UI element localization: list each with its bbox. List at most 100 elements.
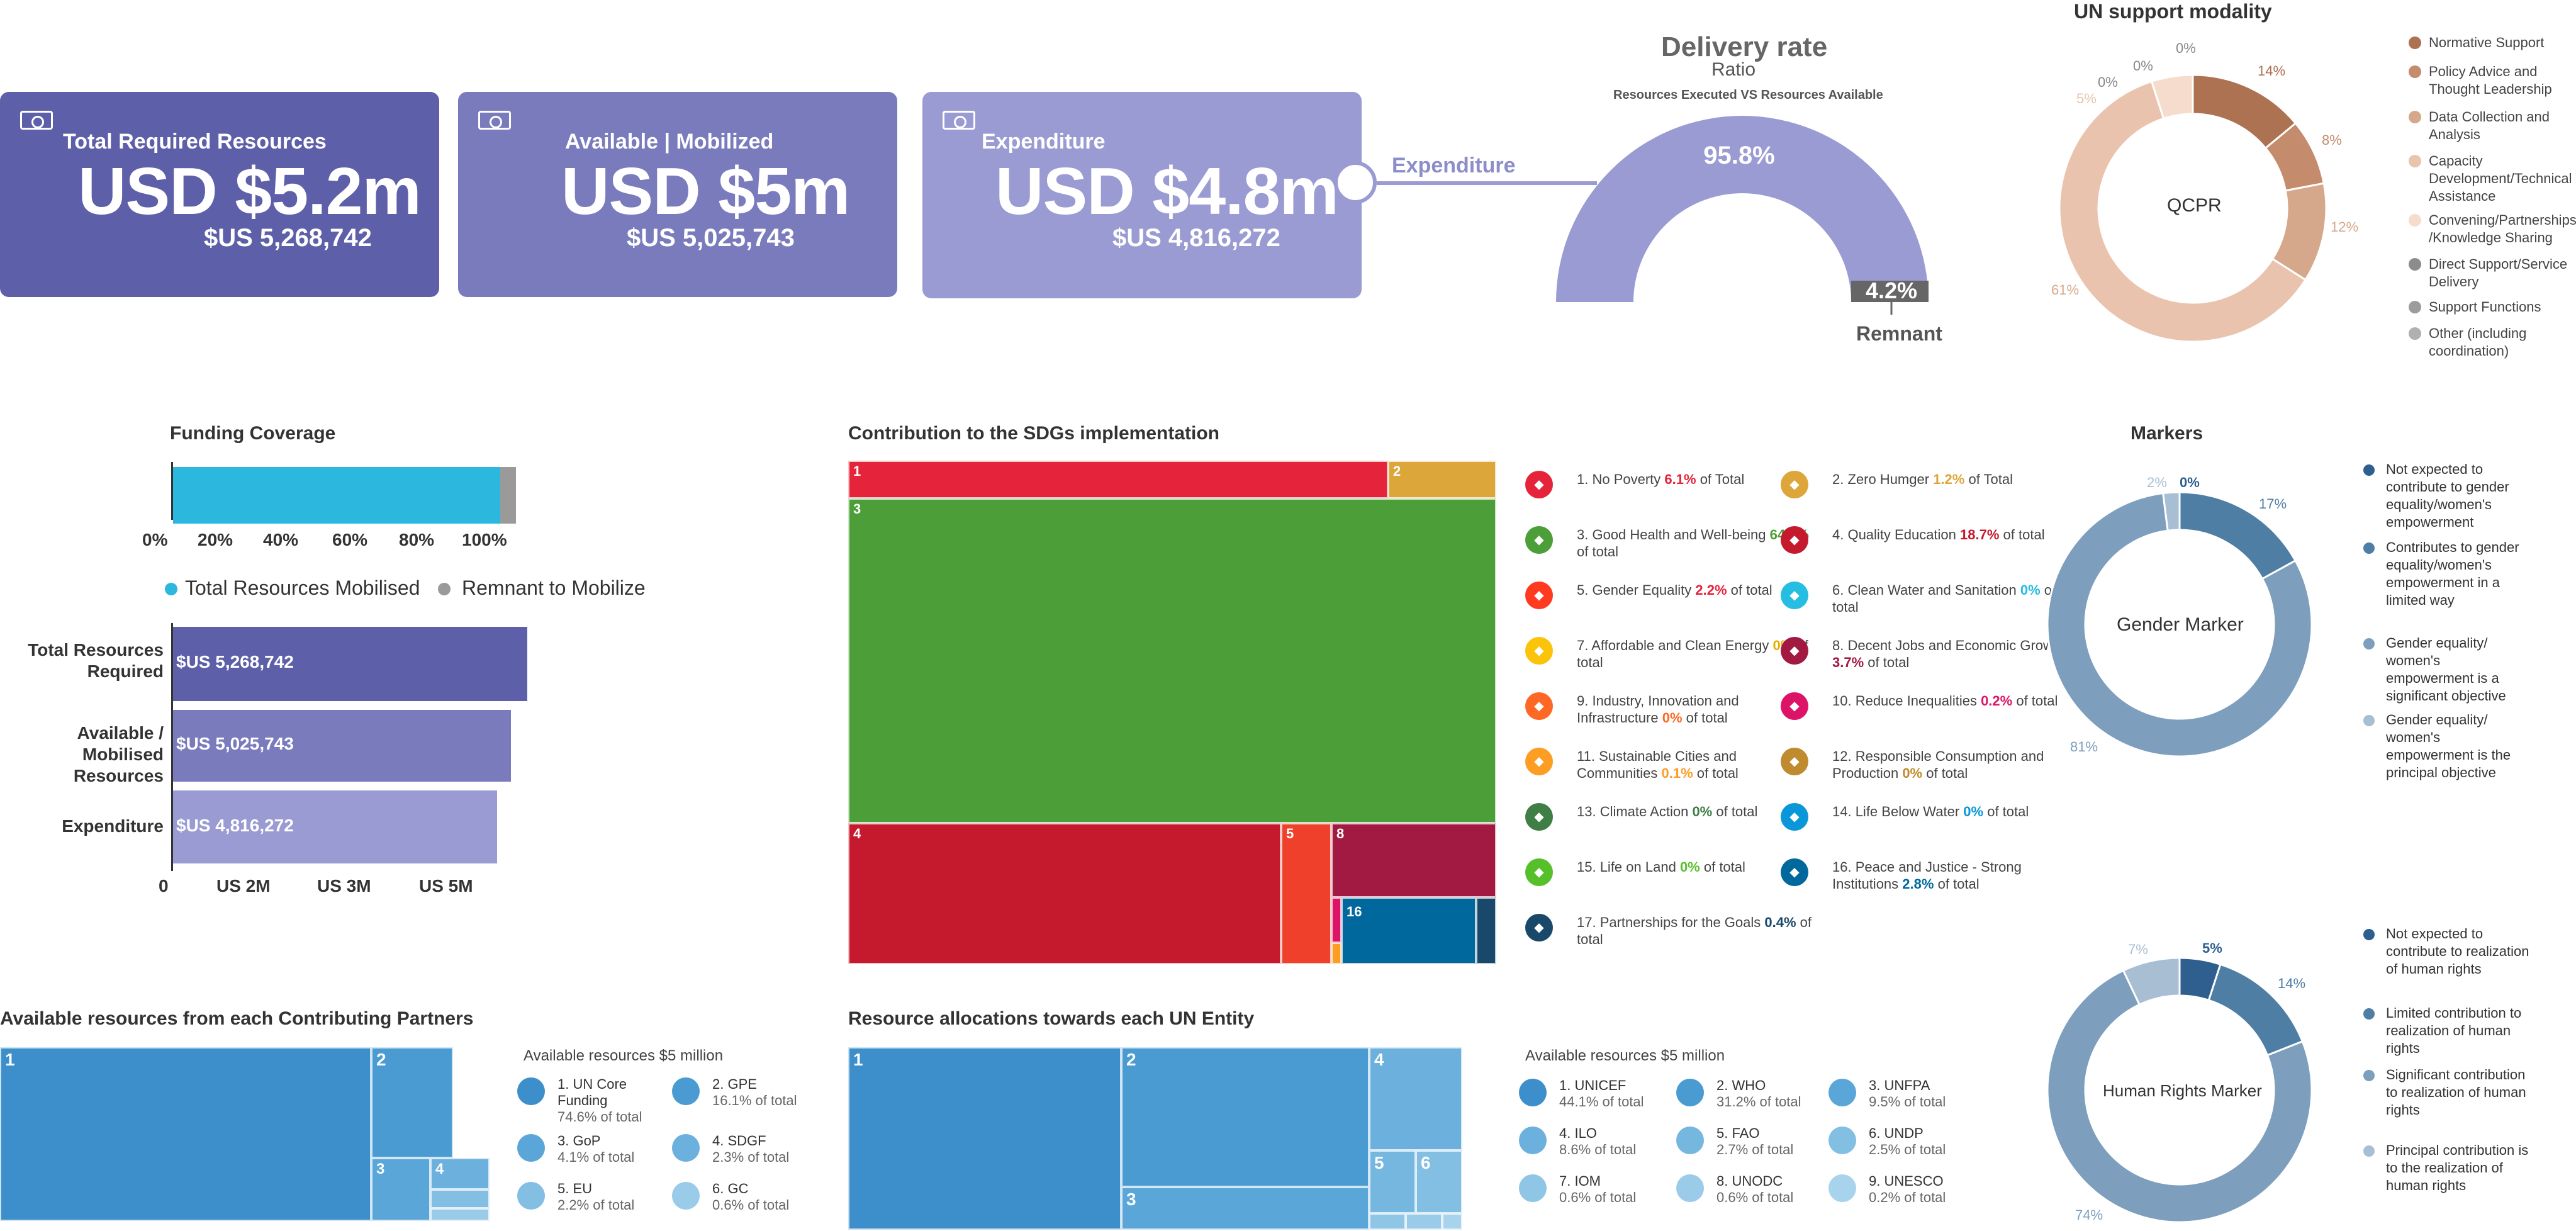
- sdg-post: of total: [1577, 544, 1619, 559]
- coverage-tick: 40%: [263, 530, 299, 549]
- modality-pct-data: 12%: [2331, 219, 2359, 235]
- bar-value-label: $US 4,816,272: [176, 816, 294, 835]
- partner-name: 5. EU: [557, 1181, 593, 1196]
- hr-pct-74: 74%: [2075, 1207, 2103, 1223]
- sdg-pct: 0.4%: [1764, 914, 1796, 930]
- sdg-post: of Total: [1700, 471, 1745, 487]
- sdg-name: 10. Reduce Inequalities: [1832, 693, 1977, 709]
- sdg-item-10: ◆ 10. Reduce Inequalities 0.2% of total: [1781, 692, 2133, 743]
- legend-dot: [1676, 1174, 1704, 1202]
- life-on-land-icon: ◆: [1525, 858, 1553, 886]
- life-below-water-icon: ◆: [1781, 803, 1808, 831]
- entity-item: 5. FAO 2.7% of total: [1676, 1125, 1840, 1169]
- coverage-tick: 80%: [399, 530, 435, 549]
- legend-label: Data Collection and Analysis: [2429, 109, 2550, 142]
- bars-tick: US 2M: [216, 876, 271, 896]
- money-icon: [478, 111, 511, 130]
- sdg-tile-2: 2: [1388, 461, 1496, 498]
- legend-dot: [2409, 258, 2421, 271]
- tile-label: 2: [376, 1050, 386, 1069]
- sdg-name: 9. Industry, Innovation and Infrastructu…: [1577, 693, 1739, 726]
- legend-item: Gender equality/ women's empowerment is …: [2363, 634, 2524, 705]
- entity-item: 8. UNODC 0.6% of total: [1676, 1173, 1840, 1217]
- bar-label: Expenditure: [62, 816, 164, 836]
- sdg-name: 15. Life on Land: [1577, 859, 1676, 875]
- partner-tile-1: 1: [0, 1047, 371, 1221]
- entity-name: 1. UNICEF: [1559, 1077, 1627, 1093]
- legend-label: Gender equality/ women's empowerment is …: [2386, 635, 2506, 704]
- legend-item: Limited contribution to realization of h…: [2363, 1004, 2537, 1057]
- entity-name: 3. UNFPA: [1869, 1077, 1930, 1093]
- entity-pct: 0.6% of total: [1559, 1189, 1637, 1205]
- kpi-title: Expenditure: [982, 130, 1106, 154]
- sdg-item-2: ◆ 2. Zero Humger 1.2% of Total: [1781, 471, 2133, 521]
- coverage-tick: 0%: [142, 530, 168, 549]
- modality-pct-convening: 5%: [2076, 91, 2097, 106]
- legend-item: Gender equality/ women's empowerment is …: [2363, 711, 2524, 782]
- kpi-title: Total Required Resources: [63, 130, 327, 154]
- legend-dot: [1519, 1174, 1547, 1202]
- tile-label: 4: [1374, 1050, 1384, 1069]
- tile-label: 1: [853, 463, 861, 479]
- partner-item: 2. GPE 16.1% of total: [672, 1076, 836, 1120]
- sdg-item-4: ◆ 4. Quality Education 18.7% of total: [1781, 526, 2133, 576]
- sdg-name: 11. Sustainable Cities and Communities: [1577, 748, 1737, 781]
- tile-label: 4: [853, 826, 861, 841]
- modality-pct-normative: 14%: [2258, 63, 2286, 79]
- partner-pct: 2.2% of total: [557, 1197, 635, 1213]
- sdg-post: of total: [1686, 710, 1728, 726]
- sdg-name: 17. Partnerships for the Goals: [1577, 914, 1761, 930]
- sdg-post: of total: [1987, 804, 2029, 819]
- zero-hunger-icon: ◆: [1781, 471, 1808, 498]
- industry-icon: ◆: [1525, 692, 1553, 720]
- partner-tile-3: 3: [371, 1158, 430, 1221]
- coverage-bar-mobilised: [173, 467, 500, 524]
- hr-slice-2: [2046, 969, 2313, 1223]
- sdg-item-9: ◆ 9. Industry, Innovation and Infrastruc…: [1525, 692, 1878, 743]
- sdg-name: 4. Quality Education: [1832, 527, 1956, 542]
- modality-donut: [2058, 74, 2327, 343]
- gauge-remnant-label: 4.2%: [1866, 278, 1917, 303]
- legend-label: Principal contribution is to the realiza…: [2386, 1142, 2529, 1193]
- hr-pct-5: 5%: [2202, 940, 2222, 956]
- clean-water-icon: ◆: [1781, 582, 1808, 609]
- coverage-bar-remnant: [500, 467, 516, 524]
- quality-education-icon: ◆: [1781, 526, 1808, 554]
- sdg-name: 8. Decent Jobs and Economic Growth: [1832, 638, 2065, 653]
- entity-pct: 0.6% of total: [1716, 1189, 1794, 1205]
- sdg-post: of total: [1730, 582, 1772, 598]
- sdg-item-16: ◆ 16. Peace and Justice - Strong Institu…: [1781, 858, 2133, 909]
- legend-label: Limited contribution to realization of h…: [2386, 1005, 2522, 1056]
- entity-name: 8. UNODC: [1716, 1173, 1783, 1189]
- sdg-tile-5: 5: [1281, 823, 1331, 964]
- partners-title: Available resources from each Contributi…: [0, 1008, 474, 1029]
- legend-dot: [2409, 111, 2421, 123]
- delivery-gauge: 95.8% 4.2%: [1556, 116, 1929, 315]
- entity-pct: 2.5% of total: [1869, 1142, 1946, 1157]
- kpi-title: Available | Mobilized: [565, 130, 774, 154]
- hr-pct-7: 7%: [2128, 942, 2148, 957]
- partner-pct: 74.6% of total: [557, 1109, 642, 1125]
- sdg-tile-small-10: [1331, 897, 1341, 943]
- kpi-value: USD $4.8m: [995, 154, 1339, 228]
- legend-item: Principal contribution is to the realiza…: [2363, 1142, 2537, 1194]
- entities-title: Resource allocations towards each UN Ent…: [848, 1008, 1255, 1029]
- entity-pct: 2.7% of total: [1716, 1142, 1794, 1157]
- sdg-post: of total: [1716, 804, 1758, 819]
- legend-dot: [2363, 638, 2375, 649]
- kpi-value: USD $5.2m: [78, 154, 422, 228]
- partner-item: 3. GoP 4.1% of total: [517, 1133, 681, 1177]
- kpi-subvalue: $US 5,268,742: [204, 224, 372, 252]
- entity-item: 4. ILO 8.6% of total: [1519, 1125, 1683, 1169]
- gauge-remnant-segment: [1851, 281, 1929, 302]
- legend-label: Gender equality/ women's empowerment is …: [2386, 712, 2511, 780]
- gauge-executed-arc: [1556, 116, 1929, 302]
- markers-title: Markers: [2131, 423, 2204, 444]
- partners-available: Available resources $5 million: [524, 1047, 724, 1064]
- bar-available: [173, 710, 512, 782]
- partner-pct: 2.3% of total: [712, 1149, 790, 1165]
- legend-dot: [165, 583, 177, 595]
- bar-total-required: [173, 627, 527, 701]
- legend-label: Policy Advice and Thought Leadership: [2429, 64, 2552, 97]
- funding-title: Funding Coverage: [170, 423, 336, 444]
